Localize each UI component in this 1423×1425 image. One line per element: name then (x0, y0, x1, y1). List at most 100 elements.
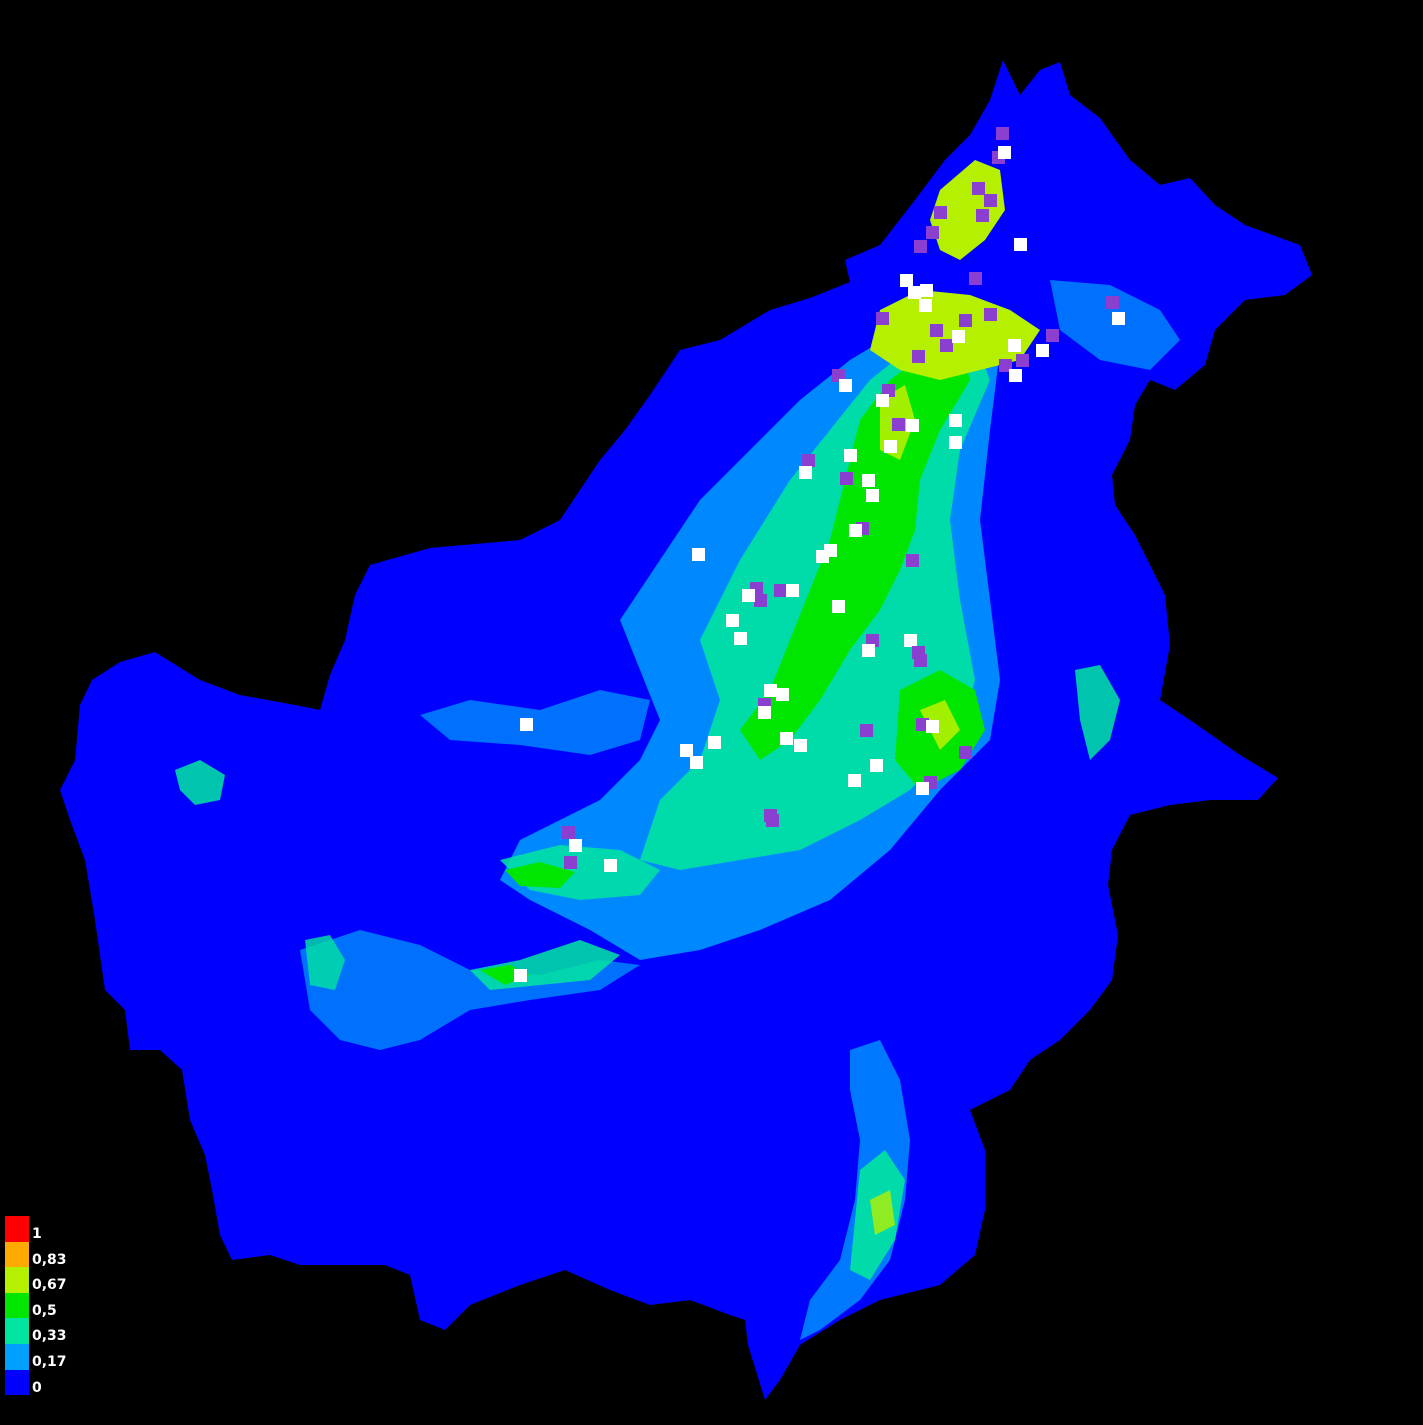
record-marker-purple (914, 654, 927, 667)
record-marker-white (764, 684, 777, 697)
patch-067-east-ridge (870, 1190, 895, 1235)
record-marker-purple (999, 359, 1012, 372)
record-marker-purple (802, 454, 815, 467)
patch-05-spine (740, 340, 970, 760)
record-marker-white (1009, 369, 1022, 382)
record-marker-purple (906, 554, 919, 567)
record-marker-white (794, 739, 807, 752)
record-marker-purple (926, 226, 939, 239)
legend-label: 0,5 (32, 1302, 57, 1319)
record-marker-purple (976, 209, 989, 222)
legend-swatch (5, 1267, 29, 1293)
record-marker-white (799, 466, 812, 479)
record-marker-purple (1046, 329, 1059, 342)
record-marker-purple (866, 634, 879, 647)
record-marker-purple (959, 314, 972, 327)
record-marker-white (692, 548, 705, 561)
legend-swatch (5, 1292, 29, 1319)
record-marker-purple (860, 724, 873, 737)
record-marker-white (604, 859, 617, 872)
legend-label: 0,83 (32, 1251, 67, 1268)
record-marker-purple (969, 272, 982, 285)
record-marker-purple (754, 594, 767, 607)
legend-swatch (5, 1241, 29, 1268)
patch-017-west (420, 690, 650, 755)
record-marker-white (949, 414, 962, 427)
record-marker-white (952, 330, 965, 343)
record-marker-white (919, 299, 932, 312)
patch-033-west-cluster (305, 935, 345, 990)
patch-033-east (1075, 665, 1120, 760)
record-marker-white (758, 706, 771, 719)
patch-067-north (930, 160, 1005, 260)
record-marker-white (839, 379, 852, 392)
record-marker-white (1036, 344, 1049, 357)
record-marker-white (1014, 238, 1027, 251)
legend-swatch (5, 1318, 29, 1344)
record-marker-purple (840, 472, 853, 485)
record-marker-white (862, 474, 875, 487)
record-marker-purple (564, 856, 577, 869)
record-marker-white (876, 394, 889, 407)
record-marker-white (786, 584, 799, 597)
record-marker-white (734, 632, 747, 645)
legend-label: 0,33 (32, 1328, 67, 1345)
record-marker-white (832, 600, 845, 613)
legend-label: 0,17 (32, 1353, 67, 1370)
record-marker-white (1112, 312, 1125, 325)
record-marker-white (726, 614, 739, 627)
record-marker-purple (930, 324, 943, 337)
record-marker-white (916, 782, 929, 795)
record-marker-white (1008, 339, 1021, 352)
record-marker-white (926, 720, 939, 733)
record-marker-purple (996, 127, 1009, 140)
record-marker-purple (774, 584, 787, 597)
record-marker-white (849, 524, 862, 537)
record-marker-white (906, 419, 919, 432)
record-marker-white (742, 589, 755, 602)
legend-swatch (5, 1216, 29, 1242)
suitability-patches (175, 160, 1180, 1340)
patch-017-southwest (300, 930, 640, 1050)
record-marker-white (520, 718, 533, 731)
record-marker-white (904, 634, 917, 647)
record-marker-purple (562, 826, 575, 839)
record-marker-white (998, 146, 1011, 159)
record-marker-white (908, 286, 921, 299)
record-marker-purple (984, 308, 997, 321)
patch-017-east-ridge (800, 1040, 910, 1340)
record-marker-white (870, 759, 883, 772)
record-marker-white (920, 284, 933, 297)
record-marker-purple (916, 718, 929, 731)
record-marker-white (569, 839, 582, 852)
record-marker-white (776, 688, 789, 701)
legend-swatch (5, 1369, 29, 1396)
record-marker-white (816, 550, 829, 563)
record-marker-white (848, 774, 861, 787)
occurrence-records (514, 127, 1125, 982)
legend-label: 0 (32, 1379, 42, 1396)
record-marker-white (862, 644, 875, 657)
record-marker-purple (1016, 354, 1029, 367)
record-marker-purple (1106, 296, 1119, 309)
record-marker-white (708, 736, 721, 749)
record-marker-purple (914, 240, 927, 253)
patch-033-far-west (175, 760, 225, 805)
record-marker-purple (972, 182, 985, 195)
record-marker-white (680, 744, 693, 757)
patch-05-southwest (505, 862, 575, 888)
record-marker-white (780, 732, 793, 745)
legend-swatch (5, 1343, 29, 1370)
record-marker-purple (984, 194, 997, 207)
record-marker-white (884, 440, 897, 453)
record-marker-white (844, 449, 857, 462)
legend-label: 0,67 (32, 1277, 67, 1294)
record-marker-purple (876, 312, 889, 325)
record-marker-white (514, 969, 527, 982)
record-marker-white (949, 436, 962, 449)
record-marker-white (866, 489, 879, 502)
record-marker-purple (764, 809, 777, 822)
patch-067-southeast (920, 700, 960, 750)
record-marker-purple (934, 206, 947, 219)
